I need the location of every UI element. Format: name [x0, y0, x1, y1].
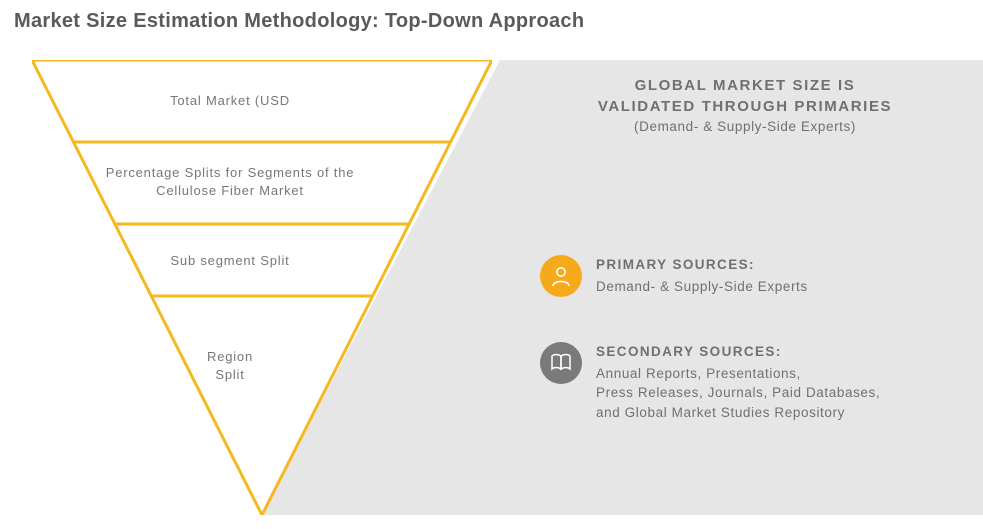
book-icon-svg — [549, 351, 573, 375]
secondary-sources-text: SECONDARY SOURCES: Annual Reports, Prese… — [596, 342, 880, 422]
funnel-level-1-label: Total Market (USD — [0, 92, 460, 110]
person-icon-svg — [549, 264, 573, 288]
validation-statement: GLOBAL MARKET SIZE IS VALIDATED THROUGH … — [530, 75, 960, 134]
page-title: Market Size Estimation Methodology: Top-… — [14, 10, 584, 33]
book-icon — [540, 342, 582, 384]
funnel-level-2-label: Percentage Splits for Segments of the Ce… — [0, 164, 460, 199]
funnel-level-4-line1: Region — [207, 349, 253, 364]
primary-sources-text: PRIMARY SOURCES: Demand- & Supply-Side E… — [596, 255, 808, 296]
primary-sources-row: PRIMARY SOURCES: Demand- & Supply-Side E… — [540, 255, 970, 297]
person-icon — [540, 255, 582, 297]
funnel-level-3-label: Sub segment Split — [0, 252, 460, 270]
funnel-svg — [32, 60, 492, 515]
secondary-sources-row: SECONDARY SOURCES: Annual Reports, Prese… — [540, 342, 970, 422]
funnel-level-2-line2: Cellulose Fiber Market — [156, 183, 304, 198]
funnel-level-1-text: Total Market (USD — [170, 93, 290, 108]
validation-line2: VALIDATED THROUGH PRIMARIES — [598, 98, 892, 115]
secondary-sources-body-3: and Global Market Studies Repository — [596, 403, 880, 423]
funnel-diagram — [32, 60, 492, 515]
validation-subtitle: (Demand- & Supply-Side Experts) — [530, 119, 960, 134]
funnel-outline — [32, 60, 492, 515]
secondary-sources-body-2: Press Releases, Journals, Paid Databases… — [596, 383, 880, 403]
primary-sources-heading: PRIMARY SOURCES: — [596, 255, 808, 275]
secondary-sources-heading: SECONDARY SOURCES: — [596, 342, 880, 362]
validation-line1: GLOBAL MARKET SIZE IS — [635, 77, 856, 94]
validation-title: GLOBAL MARKET SIZE IS VALIDATED THROUGH … — [530, 75, 960, 117]
funnel-level-3-text: Sub segment Split — [170, 253, 289, 268]
funnel-level-4-label: Region Split — [0, 348, 460, 383]
secondary-sources-body-1: Annual Reports, Presentations, — [596, 364, 880, 384]
primary-sources-body: Demand- & Supply-Side Experts — [596, 277, 808, 297]
funnel-level-4-line2: Split — [215, 367, 244, 382]
funnel-level-2-line1: Percentage Splits for Segments of the — [106, 165, 355, 180]
